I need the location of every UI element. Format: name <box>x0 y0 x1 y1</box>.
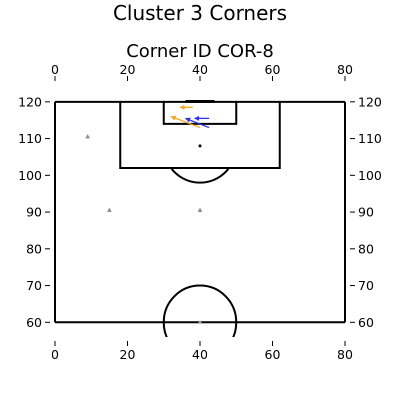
x-tick-label-top: 20 <box>120 62 136 77</box>
movement-arrow <box>170 115 201 129</box>
y-tick-label-left: 110 <box>18 131 42 146</box>
y-tick-label-left: 90 <box>26 205 42 220</box>
x-tick-label-top: 60 <box>265 62 281 77</box>
center-circle <box>162 284 238 337</box>
axis-ticks: 0 0 20 20 40 40 60 60 80 80 60 60 70 70 80 80 90 90 100 100… <box>18 62 382 362</box>
chart-title: Corner ID COR-8 <box>126 41 274 62</box>
y-tick-label-left: 60 <box>26 315 42 330</box>
x-tick-label-top: 40 <box>192 62 208 77</box>
six-yard-box <box>162 101 238 125</box>
penalty-spot <box>198 144 202 148</box>
figure-suptitle: Cluster 3 Corners <box>112 1 288 25</box>
player-marker <box>197 207 203 212</box>
x-tick-label-top: 0 <box>51 62 59 77</box>
penalty-area <box>119 101 281 169</box>
y-tick-label-right: 100 <box>358 168 382 183</box>
x-tick-label-bottom: 40 <box>192 347 208 362</box>
y-tick-label-left: 80 <box>26 241 42 256</box>
y-tick-label-right: 60 <box>358 315 374 330</box>
player-marker <box>197 319 203 324</box>
x-tick-label-top: 80 <box>337 62 353 77</box>
y-tick-label-right: 120 <box>358 94 382 109</box>
player-marker <box>107 207 112 212</box>
player-marker <box>85 134 90 139</box>
y-tick-label-right: 110 <box>358 131 382 146</box>
penalty-arc <box>170 167 230 184</box>
y-tick-label-right: 70 <box>358 278 374 293</box>
x-tick-label-bottom: 80 <box>337 347 353 362</box>
y-tick-label-left: 120 <box>18 94 42 109</box>
x-tick-label-bottom: 60 <box>265 347 281 362</box>
y-tick-label-right: 90 <box>358 205 374 220</box>
y-tick-label-right: 80 <box>358 241 374 256</box>
x-tick-label-bottom: 0 <box>51 347 59 362</box>
x-tick-label-bottom: 20 <box>120 347 136 362</box>
event-marks <box>85 104 210 324</box>
y-tick-label-left: 70 <box>26 278 42 293</box>
y-tick-label-left: 100 <box>18 168 42 183</box>
movement-arrow <box>185 117 210 129</box>
